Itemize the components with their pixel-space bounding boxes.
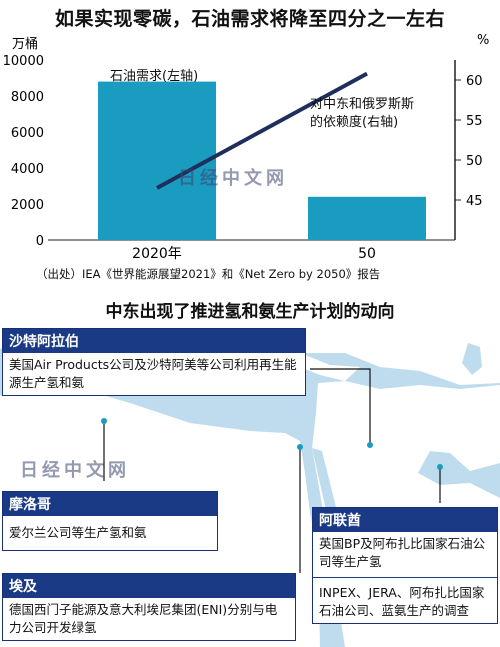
dependency-line <box>156 71 368 190</box>
saudi-name: 沙特阿拉伯 <box>3 329 305 353</box>
right-axis-unit: % <box>477 33 489 48</box>
uae-body-2: INPEX、JERA、阿布扎比国家石油公司、蓝氨生产的调查 <box>319 585 485 618</box>
left-tick-label: 6000 <box>11 126 44 141</box>
watermark: 日经中文网 <box>178 168 288 189</box>
morocco-name: 摩洛哥 <box>3 492 217 516</box>
chart-title: 如果实现零碳，石油需求将降至四分之一左右 <box>54 8 445 30</box>
source-note: （出处）IEA《世界能源展望2021》和《Net Zero by 2050》报告 <box>36 267 381 281</box>
right-tick-label: 55 <box>466 114 483 129</box>
bar-series-label: 石油需求(左轴) <box>110 69 198 84</box>
uae-name: 阿联酋 <box>313 508 497 532</box>
egypt-name: 埃及 <box>3 574 295 598</box>
bars <box>98 81 426 240</box>
left-tick-label: 10000 <box>3 54 44 69</box>
bar-50 <box>308 196 426 240</box>
line-series-label-2: 的依赖度(右轴) <box>310 114 398 130</box>
connectors <box>103 368 441 573</box>
category-label: 2020年 <box>132 246 182 262</box>
turkey-landmass <box>300 353 360 381</box>
saudi-box: 沙特阿拉伯 美国Air Products公司及沙特阿美等公司利用再生能源生产氢和… <box>2 328 306 396</box>
left-tick-label: 4000 <box>11 162 44 177</box>
uae-body-1: 英国BP及阿布扎比国家石油公司等生产氢 <box>319 536 486 569</box>
map-title: 中东出现了推进氢和氨生产计划的动向 <box>105 302 395 322</box>
right-tick-label: 45 <box>466 194 483 209</box>
egypt-body: 德国西门子能源及意大利埃尼集团(ENI)分别与电力公司开发绿氢 <box>9 602 278 635</box>
caspian-sea <box>462 343 482 375</box>
right-tick-label: 50 <box>466 154 483 169</box>
right-tick-label: 60 <box>466 74 483 89</box>
saudi-body: 美国Air Products公司及沙特阿美等公司利用再生能源生产氢和氨 <box>9 357 297 390</box>
category-labels: 2020年 50 <box>132 246 376 262</box>
watermark-map: 日经中文网 <box>20 460 130 481</box>
morocco-box: 摩洛哥 爱尔兰公司等生产氢和氨 <box>2 491 218 551</box>
category-label: 50 <box>358 246 376 262</box>
uae-box: 阿联酋 英国BP及阿布扎比国家石油公司等生产氢 INPEX、JERA、阿布扎比国… <box>312 507 498 624</box>
egypt-box: 埃及 德国西门子能源及意大利埃尼集团(ENI)分别与电力公司开发绿氢 <box>2 573 296 641</box>
left-axis-ticks: 0 2000 4000 6000 8000 10000 <box>3 54 44 249</box>
uae-divider <box>313 577 497 578</box>
bar-2020年 <box>98 81 216 240</box>
left-tick-label: 8000 <box>11 90 44 105</box>
location-dots <box>101 418 443 470</box>
right-axis-ticks: 45 50 55 60 <box>455 74 483 209</box>
morocco-body: 爱尔兰公司等生产氢和氨 <box>9 525 147 540</box>
left-tick-label: 2000 <box>11 198 44 213</box>
line-series-label-1: 对中东和俄罗斯斯 <box>310 97 414 112</box>
left-tick-label: 0 <box>36 234 44 249</box>
left-axis-unit: 万桶 <box>12 37 38 52</box>
chart: 万桶 % 0 2000 4000 6000 8000 10000 45 50 55 60 202… <box>3 33 490 262</box>
